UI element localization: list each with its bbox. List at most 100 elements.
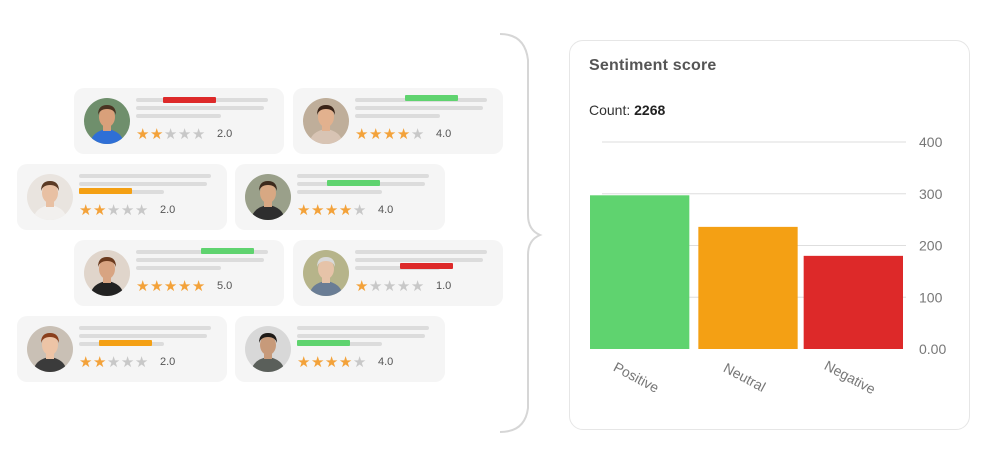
text-placeholder-line [136,266,221,270]
rating-value: 4.0 [378,356,394,368]
count-row: Count: 2268 [589,102,665,118]
review-card: ★★★★★ 4.0 [235,316,445,382]
star-filled-icon: ★ [310,353,325,371]
star-empty-icon: ★ [410,125,425,143]
star-rating: ★★★★★ [297,355,367,370]
star-rating: ★★★★★ [79,355,149,370]
star-filled-icon: ★ [368,125,383,143]
text-placeholder-line [297,174,429,178]
sentiment-indicator-negative [400,263,453,269]
rating-value: 4.0 [436,128,452,140]
star-empty-icon: ★ [120,201,135,219]
star-filled-icon: ★ [338,201,353,219]
rating-value: 1.0 [436,280,452,292]
sentiment-indicator-positive [201,248,254,254]
avatar [84,98,130,144]
review-card: ★★★★★ 4.0 [293,88,503,154]
rating-value: 2.0 [217,128,233,140]
star-filled-icon: ★ [324,201,339,219]
avatar [84,250,130,296]
star-empty-icon: ★ [352,201,367,219]
star-empty-icon: ★ [163,125,178,143]
text-placeholder-line [355,250,487,254]
text-placeholder-line [79,334,207,338]
star-empty-icon: ★ [352,353,367,371]
star-filled-icon: ★ [149,277,164,295]
star-filled-icon: ★ [79,201,93,219]
bar-negative [803,255,903,349]
text-placeholder-line [355,266,440,270]
text-placeholder-line [297,334,425,338]
sentiment-indicator-neutral [79,188,132,194]
star-filled-icon: ★ [310,201,325,219]
star-filled-icon: ★ [297,353,311,371]
bar-neutral [698,226,798,349]
star-filled-icon: ★ [297,201,311,219]
star-filled-icon: ★ [136,125,150,143]
rating-value: 2.0 [160,204,176,216]
star-rating: ★★★★★ [355,127,425,142]
bar-positive [590,195,690,349]
avatar [27,326,73,372]
text-placeholder-line [136,258,264,262]
star-empty-icon: ★ [120,353,135,371]
group-bracket [499,33,543,433]
text-placeholder-line [297,326,429,330]
star-rating: ★★★★★ [136,127,206,142]
text-placeholder-line [79,182,207,186]
star-filled-icon: ★ [177,277,192,295]
sentiment-indicator-positive [327,180,380,186]
review-card: ★★★★★ 1.0 [293,240,503,306]
y-tick-label: 300 [919,186,943,202]
star-filled-icon: ★ [355,125,369,143]
star-filled-icon: ★ [324,353,339,371]
star-empty-icon: ★ [106,353,121,371]
star-empty-icon: ★ [106,201,121,219]
star-filled-icon: ★ [149,125,164,143]
text-placeholder-line [355,106,483,110]
sentiment-indicator-positive [405,95,458,101]
star-filled-icon: ★ [355,277,369,295]
avatar [303,250,349,296]
sentiment-indicator-negative [163,97,216,103]
text-placeholder-line [355,114,440,118]
y-tick-label: 200 [919,238,943,254]
review-card: ★★★★★ 2.0 [74,88,284,154]
x-tick-label: Neutral [721,360,768,395]
star-filled-icon: ★ [163,277,178,295]
review-card: ★★★★★ 4.0 [235,164,445,230]
star-filled-icon: ★ [92,201,107,219]
star-rating: ★★★★★ [355,279,425,294]
avatar [245,326,291,372]
star-empty-icon: ★ [177,125,192,143]
star-empty-icon: ★ [134,201,149,219]
star-rating: ★★★★★ [297,203,367,218]
star-filled-icon: ★ [136,277,150,295]
review-card: ★★★★★ 2.0 [17,164,227,230]
text-placeholder-line [136,114,221,118]
star-empty-icon: ★ [191,125,206,143]
star-filled-icon: ★ [382,125,397,143]
y-tick-label: 400 [919,134,943,150]
star-rating: ★★★★★ [79,203,149,218]
star-empty-icon: ★ [134,353,149,371]
x-tick-label: Negative [822,357,878,397]
star-empty-icon: ★ [410,277,425,295]
text-placeholder-line [136,106,264,110]
review-card: ★★★★★ 2.0 [17,316,227,382]
star-filled-icon: ★ [79,353,93,371]
sentiment-indicator-neutral [99,340,152,346]
text-placeholder-line [297,190,382,194]
rating-value: 4.0 [378,204,394,216]
star-empty-icon: ★ [396,277,411,295]
star-filled-icon: ★ [396,125,411,143]
star-rating: ★★★★★ [136,279,206,294]
text-placeholder-line [355,258,483,262]
star-filled-icon: ★ [92,353,107,371]
y-tick-label: 0.00 [919,341,946,357]
text-placeholder-line [79,326,211,330]
rating-value: 2.0 [160,356,176,368]
star-filled-icon: ★ [338,353,353,371]
avatar [303,98,349,144]
count-label: Count: [589,102,631,118]
